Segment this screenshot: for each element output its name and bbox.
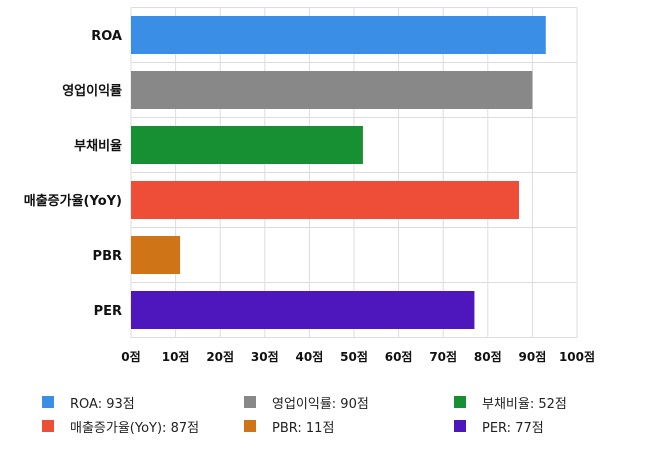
legend-swatch — [42, 396, 54, 408]
legend-swatch — [244, 396, 256, 408]
x-tick-label: 30점 — [251, 349, 279, 364]
legend-label: 매출증가율(YoY): 87점 — [70, 420, 200, 436]
x-tick-labels: 0점 10점 20점 30점 40점 50점 60점 70점 80점 90점 100점 — [121, 349, 595, 364]
x-tick-label: 60점 — [385, 349, 413, 364]
x-tick-label: 20점 — [206, 349, 234, 364]
x-tick-label: 80점 — [474, 349, 502, 364]
bars — [131, 16, 546, 329]
legend-label: PBR: 11점 — [272, 420, 335, 436]
grid — [130, 7, 578, 338]
category-label: PBR — [93, 249, 122, 264]
x-tick-label: 40점 — [296, 349, 324, 364]
x-tick-label: 10점 — [162, 349, 190, 364]
category-label: 부채비율 — [74, 138, 122, 154]
legend-item: 영업이익률: 90점 — [244, 392, 454, 412]
bar — [131, 16, 546, 54]
legend-swatch — [454, 420, 466, 432]
bar — [131, 71, 533, 109]
legend-item: ROA: 93점 — [42, 392, 244, 412]
legend-item: PBR: 11점 — [244, 416, 454, 436]
x-tick-label: 70점 — [429, 349, 457, 364]
category-label: ROA — [91, 29, 122, 44]
x-tick-label: 50점 — [340, 349, 368, 364]
category-label: 영업이익률 — [62, 83, 122, 99]
legend-item: 매출증가율(YoY): 87점 — [42, 416, 244, 436]
x-tick-label: 90점 — [519, 349, 547, 364]
x-tick-label: 0점 — [121, 349, 140, 364]
legend-item: PER: 77점 — [454, 416, 614, 436]
bar — [131, 291, 475, 329]
category-label: PER — [94, 304, 122, 319]
category-label: 매출증가율(YoY) — [24, 193, 122, 209]
bar — [131, 236, 181, 274]
legend-item: 부채비율: 52점 — [454, 392, 614, 412]
legend-swatch — [244, 420, 256, 432]
legend-label: 부채비율: 52점 — [482, 396, 567, 412]
legend-swatch — [42, 420, 54, 432]
legend-label: 영업이익률: 90점 — [272, 396, 369, 412]
legend-swatch — [454, 396, 466, 408]
legend-label: ROA: 93점 — [70, 396, 135, 412]
bar — [131, 181, 520, 219]
bar — [131, 126, 363, 164]
legend-label: PER: 77점 — [482, 420, 544, 436]
x-tick-label: 100점 — [559, 349, 595, 364]
